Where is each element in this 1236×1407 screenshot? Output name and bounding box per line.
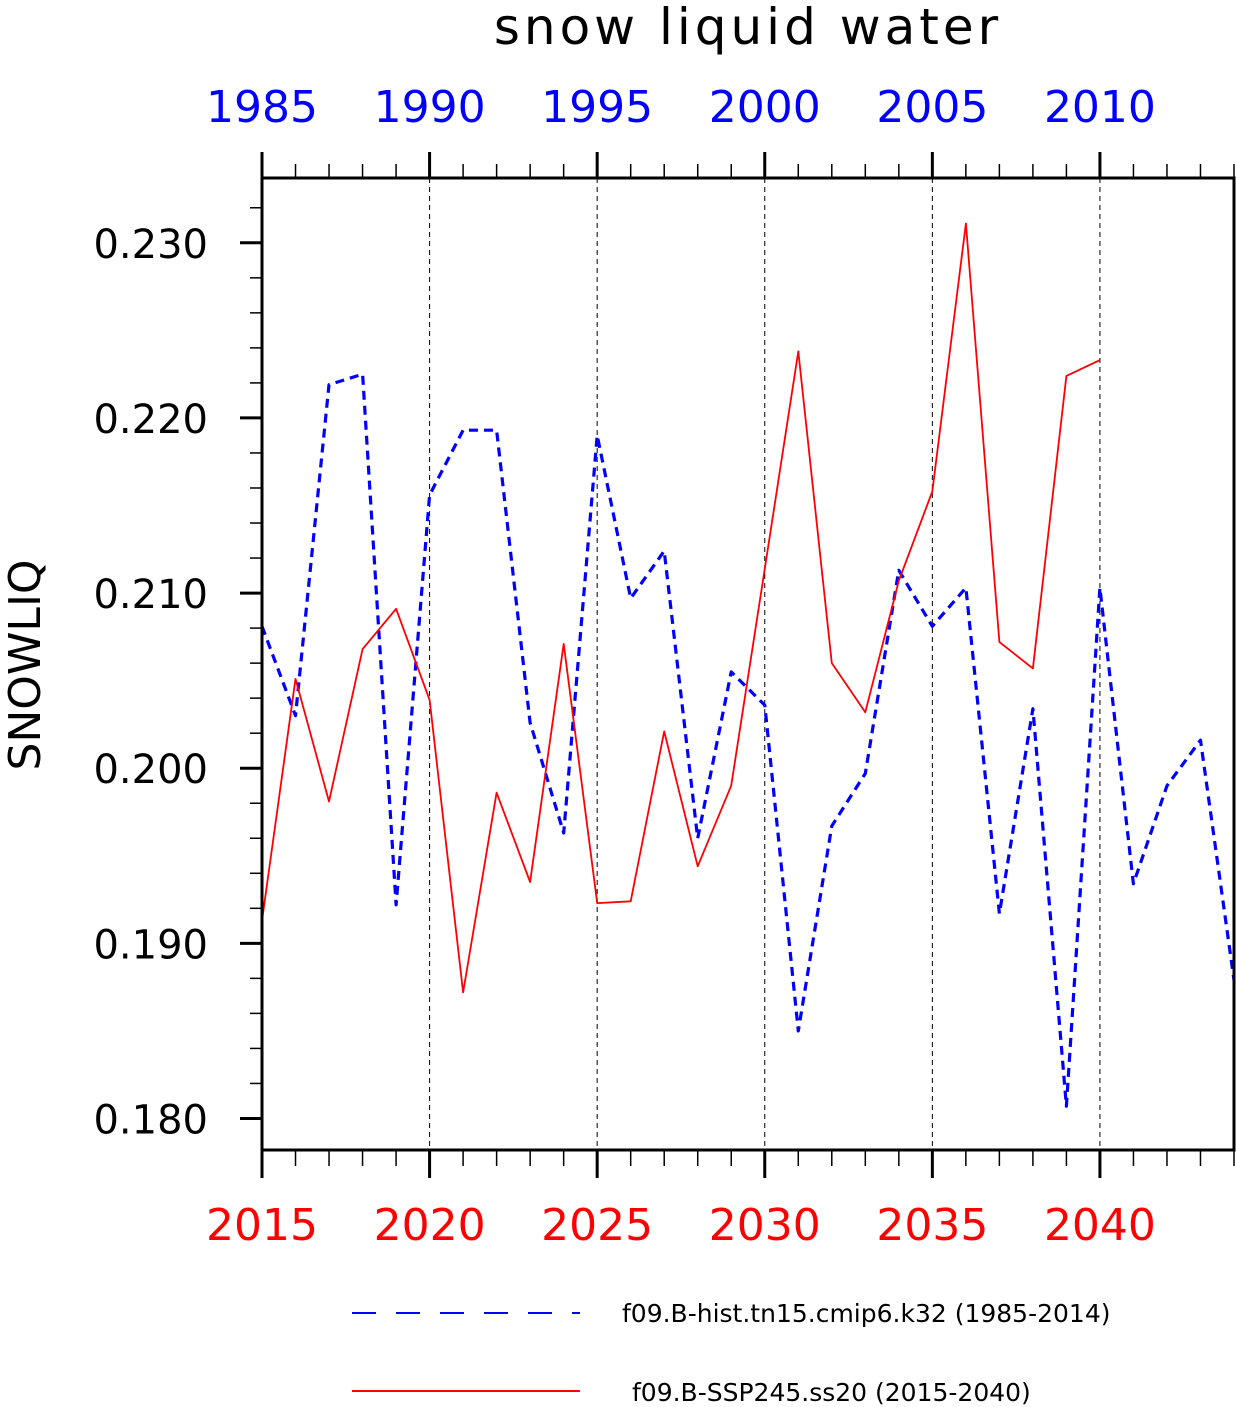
legend: f09.B-hist.tn15.cmip6.k32 (1985-2014) f0… xyxy=(352,1299,1110,1407)
grid-lines xyxy=(429,178,1101,1150)
y-tick-label: 0.200 xyxy=(93,747,208,793)
axis-ticks xyxy=(240,152,1235,1178)
y-axis-label: SNOWLIQ xyxy=(0,559,51,770)
y-tick-label: 0.220 xyxy=(93,397,208,443)
x-bottom-tick-label: 2040 xyxy=(1044,1200,1156,1251)
x-bottom-tick-label: 2035 xyxy=(876,1200,988,1251)
legend-label-hist: f09.B-hist.tn15.cmip6.k32 (1985-2014) xyxy=(622,1299,1110,1328)
series-line-ssp xyxy=(262,222,1101,994)
x-bottom-tick-label: 2020 xyxy=(374,1200,486,1251)
legend-label-ssp: f09.B-SSP245.ss20 (2015-2040) xyxy=(632,1378,1031,1407)
y-tick-label: 0.180 xyxy=(93,1097,208,1143)
chart-title: snow liquid water xyxy=(494,0,1002,56)
x-bottom-tick-label: 2030 xyxy=(709,1200,821,1251)
x-top-tick-label: 2010 xyxy=(1044,82,1156,133)
y-tick-label: 0.190 xyxy=(93,922,208,968)
y-tick-label: 0.230 xyxy=(93,222,208,268)
x-bottom-tick-label: 2025 xyxy=(541,1200,653,1251)
plot-frame xyxy=(260,176,1236,1152)
series-line-hist xyxy=(262,372,1234,1108)
y-tick-label: 0.210 xyxy=(93,572,208,618)
x-top-tick-label: 1990 xyxy=(374,82,486,133)
x-bottom-tick-label: 2015 xyxy=(206,1200,318,1251)
x-top-tick-label: 2005 xyxy=(876,82,988,133)
x-top-tick-label: 1985 xyxy=(206,82,318,133)
series-layer xyxy=(262,222,1234,1108)
tick-labels: 0.180 0.190 0.200 0.210 0.220 0.230 2015 2020 20… xyxy=(93,82,1155,1251)
x-top-tick-label: 1995 xyxy=(541,82,653,133)
x-top-tick-label: 2000 xyxy=(709,82,821,133)
